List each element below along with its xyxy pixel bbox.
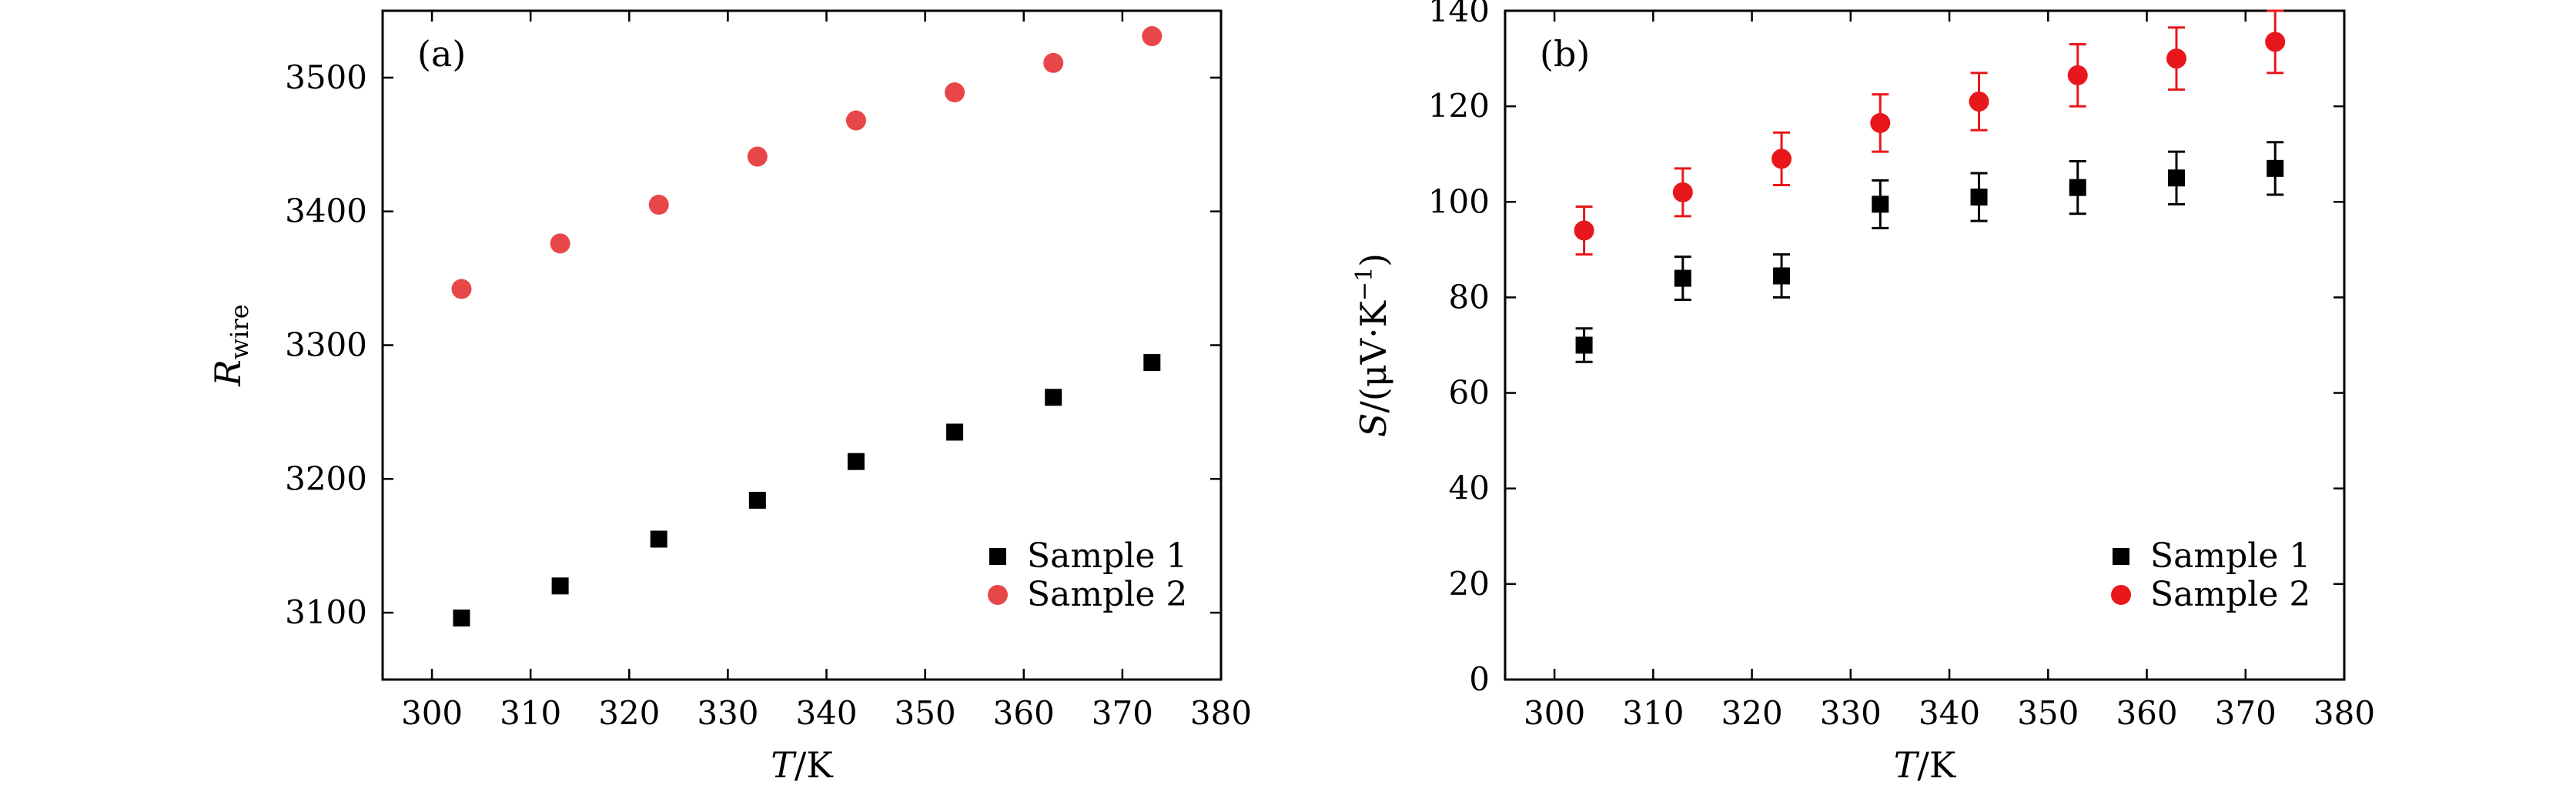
- x-tick-label: 300: [401, 694, 463, 732]
- data-point-circle: [2067, 65, 2088, 85]
- data-point-square: [946, 423, 964, 441]
- data-point-square: [453, 610, 470, 627]
- legend-label: Sample 1: [2150, 536, 2310, 576]
- x-tick-label: 310: [1622, 694, 1684, 732]
- y-tick-label: 80: [1449, 278, 1490, 316]
- panel-b: 300 310 320 330 340 350 360 370 380 0 20 40 60 80 100 1…: [1351, 0, 2375, 786]
- data-point-square: [847, 453, 865, 470]
- y-axis-title: Rwire: [207, 304, 254, 387]
- data-point-circle: [1771, 149, 1792, 169]
- x-tick-label: 370: [1092, 694, 1153, 732]
- data-point-square: [748, 492, 766, 509]
- x-tick-label: 380: [2313, 694, 2375, 732]
- data-point-circle: [1969, 91, 1989, 112]
- data-point-square: [2069, 179, 2086, 196]
- legend-label: Sample 1: [1027, 536, 1187, 576]
- x-tick-label: 310: [500, 694, 561, 732]
- x-tick-label: 340: [1919, 694, 1980, 732]
- legend-marker-circle: [2111, 585, 2131, 605]
- y-tick-label: 140: [1428, 0, 1490, 29]
- y-tick-label: 3500: [285, 58, 367, 96]
- data-point-circle: [1672, 182, 1693, 202]
- x-tick-label: 360: [993, 694, 1055, 732]
- x-tick-label: 300: [1524, 694, 1585, 732]
- y-tick-label: 3300: [285, 326, 367, 364]
- x-axis-title: T/K: [1894, 744, 1957, 786]
- data-point-circle: [648, 195, 669, 215]
- legend-marker-circle: [988, 585, 1008, 605]
- data-point-square: [2267, 159, 2284, 177]
- x-tick-label: 370: [2215, 694, 2277, 732]
- x-axis-title: T/K: [771, 744, 834, 786]
- data-point-circle: [1043, 52, 1064, 73]
- legend-marker-square: [2113, 548, 2129, 565]
- data-point-square: [1045, 389, 1062, 406]
- panel-a: 300 310 320 330 340 350 360 370 380 3100 3200 3300 3…: [207, 9, 1252, 786]
- data-point-circle: [1142, 26, 1163, 47]
- y-tick-label: 3100: [285, 593, 367, 631]
- y-tick-label: 60: [1449, 374, 1490, 412]
- x-tick-label: 350: [895, 694, 956, 732]
- panel-label: (a): [417, 33, 466, 75]
- x-tick-label: 360: [2116, 694, 2177, 732]
- data-point-square: [1872, 195, 1889, 213]
- x-tick-label: 380: [1190, 694, 1252, 732]
- x-tick-label: 320: [598, 694, 660, 732]
- x-tick-label: 320: [1721, 694, 1783, 732]
- data-point-circle: [2265, 32, 2286, 52]
- x-tick-label: 350: [2017, 694, 2079, 732]
- data-point-circle: [1574, 220, 1594, 241]
- data-point-circle: [747, 146, 768, 167]
- data-point-square: [2168, 169, 2185, 187]
- y-tick-label: 20: [1449, 565, 1490, 603]
- y-tick-label: 100: [1428, 182, 1490, 220]
- panel-label: (b): [1540, 33, 1590, 75]
- data-point-square: [650, 530, 667, 548]
- data-point-square: [1773, 267, 1791, 285]
- data-point-square: [1674, 269, 1691, 287]
- y-tick-label: 3200: [285, 459, 367, 497]
- data-point-square: [1970, 189, 1988, 206]
- legend-label: Sample 2: [2150, 575, 2310, 614]
- data-point-square: [1575, 336, 1593, 354]
- y-tick-label: 120: [1428, 87, 1490, 125]
- data-point-circle: [550, 233, 570, 254]
- legend-marker-square: [989, 548, 1006, 565]
- y-tick-label: 40: [1449, 469, 1490, 507]
- data-point-circle: [2166, 48, 2186, 69]
- y-tick-label: 3400: [285, 192, 367, 230]
- x-tick-label: 330: [697, 694, 758, 732]
- x-tick-label: 340: [795, 694, 857, 732]
- data-point-square: [1143, 354, 1161, 372]
- legend-label: Sample 2: [1027, 575, 1187, 614]
- data-point-square: [551, 577, 569, 595]
- data-point-circle: [845, 110, 866, 131]
- data-point-circle: [945, 82, 965, 103]
- data-point-circle: [1870, 112, 1891, 133]
- y-tick-label: 0: [1469, 660, 1490, 698]
- plot-frame: [1504, 9, 2346, 681]
- data-point-circle: [451, 279, 472, 299]
- y-axis-title: S/(μV·K−1): [1351, 253, 1394, 437]
- x-tick-label: 330: [1820, 694, 1882, 732]
